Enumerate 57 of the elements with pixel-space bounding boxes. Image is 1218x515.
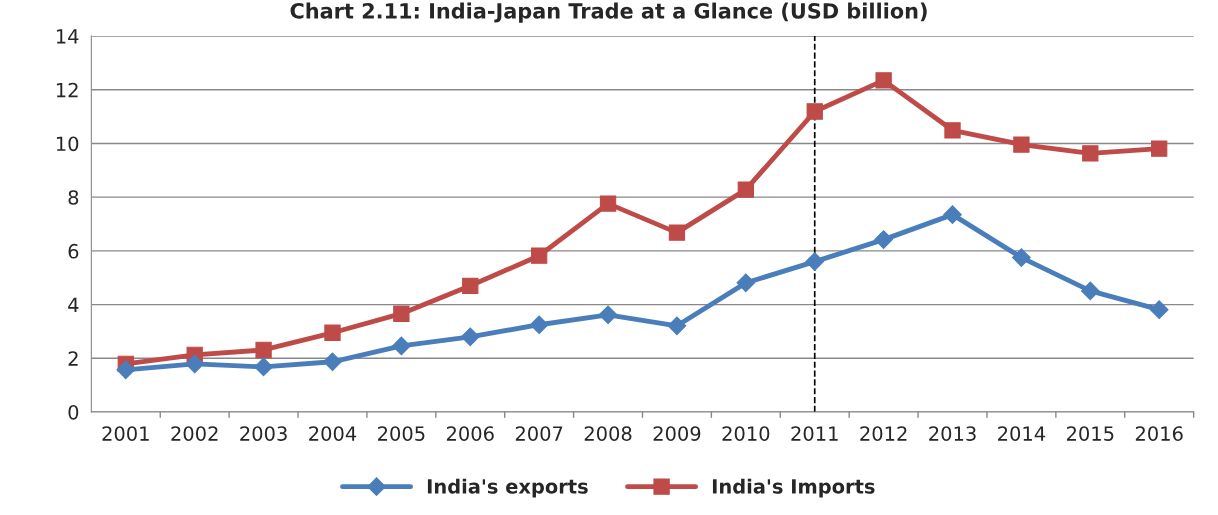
point <box>323 352 342 372</box>
point <box>668 224 686 241</box>
point <box>598 305 618 325</box>
y-tick-label: 6 <box>68 243 79 259</box>
x-tick-label: 2002 <box>171 426 218 441</box>
y-tick-label: 12 <box>56 82 78 98</box>
point <box>805 252 825 271</box>
point <box>737 181 754 198</box>
legend-label: India's Imports <box>712 478 875 498</box>
point <box>874 230 893 249</box>
x-tick-label: 2011 <box>791 426 838 441</box>
point <box>1151 140 1168 157</box>
point <box>1013 136 1030 153</box>
x-tick-label: 2001 <box>102 426 149 441</box>
x-tick-label: 2003 <box>240 426 287 441</box>
y-tick-label: 2 <box>68 351 78 366</box>
x-tick-label: 2004 <box>309 426 357 441</box>
x-tick-label: 2016 <box>1135 426 1183 441</box>
point <box>736 273 756 293</box>
point <box>185 354 205 374</box>
point <box>531 247 548 264</box>
x-tick-label: 2006 <box>446 426 494 441</box>
point <box>944 122 961 139</box>
chart-title: Chart 2.11: India-Japan Trade at a Glance (USD billion) <box>290 2 927 23</box>
point <box>393 305 410 322</box>
y-tick-label: 0 <box>68 404 79 420</box>
y-tick-label: 14 <box>56 29 79 44</box>
point <box>529 315 549 335</box>
x-tick-label: 2009 <box>653 426 701 441</box>
point <box>806 103 823 120</box>
legend-label: India's exports <box>427 478 588 498</box>
point <box>667 316 687 336</box>
point <box>116 360 136 380</box>
point <box>1080 281 1100 301</box>
x-tick-label: 2013 <box>929 426 976 441</box>
x-tick-label: 2007 <box>515 426 563 441</box>
x-tick-label: 2010 <box>722 426 770 441</box>
point <box>462 277 479 294</box>
point <box>460 327 480 347</box>
x-tick-label: 2014 <box>998 426 1046 441</box>
y-tick-label: 8 <box>68 190 79 205</box>
x-tick-label: 2008 <box>584 426 632 441</box>
x-tick-label: 2005 <box>378 426 425 441</box>
y-tick-label: 4 <box>68 297 79 312</box>
point <box>943 205 962 224</box>
point <box>1082 145 1099 162</box>
point <box>392 336 411 356</box>
point <box>875 72 892 89</box>
x-tick-label: 2015 <box>1066 426 1114 441</box>
point <box>255 341 272 359</box>
y-tick-label: 10 <box>56 136 79 152</box>
point <box>599 195 617 212</box>
point <box>254 357 273 377</box>
point <box>1012 248 1031 267</box>
point <box>324 324 341 341</box>
point <box>1149 300 1169 320</box>
x-tick-label: 2012 <box>860 426 907 441</box>
